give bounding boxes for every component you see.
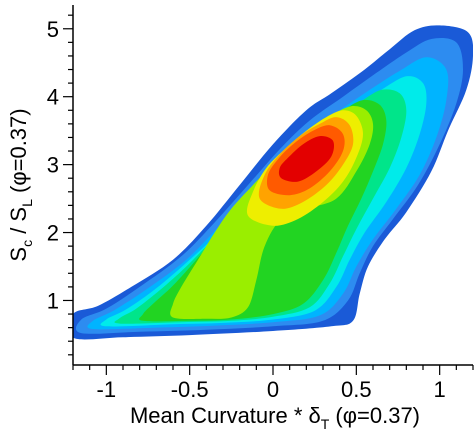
y-ticks: 1 2 3 4 5 (47, 14, 73, 356)
x-tick-label: -0.5 (171, 377, 209, 402)
y-tick-label: 3 (47, 153, 59, 178)
contour-level-11 (278, 135, 335, 182)
x-tick-label: 1 (434, 377, 446, 402)
y-tick-label: 5 (47, 17, 59, 42)
contour-levels (73, 25, 473, 340)
x-axis-title: Mean Curvature * δT (φ=0.37) (130, 403, 420, 432)
y-axis-title: Sc / SL (φ=0.37) (6, 108, 35, 261)
axes: -1 -0.5 0 0.5 1 1 2 3 4 5 (47, 5, 474, 402)
x-tick-label: 0.5 (341, 377, 372, 402)
x-tick-label: 0 (267, 377, 279, 402)
y-tick-label: 4 (47, 85, 59, 110)
x-ticks: -1 -0.5 0 0.5 1 (72, 365, 474, 402)
y-tick-label: 1 (47, 288, 59, 313)
x-tick-label: -1 (97, 377, 117, 402)
y-tick-label: 2 (47, 221, 59, 246)
